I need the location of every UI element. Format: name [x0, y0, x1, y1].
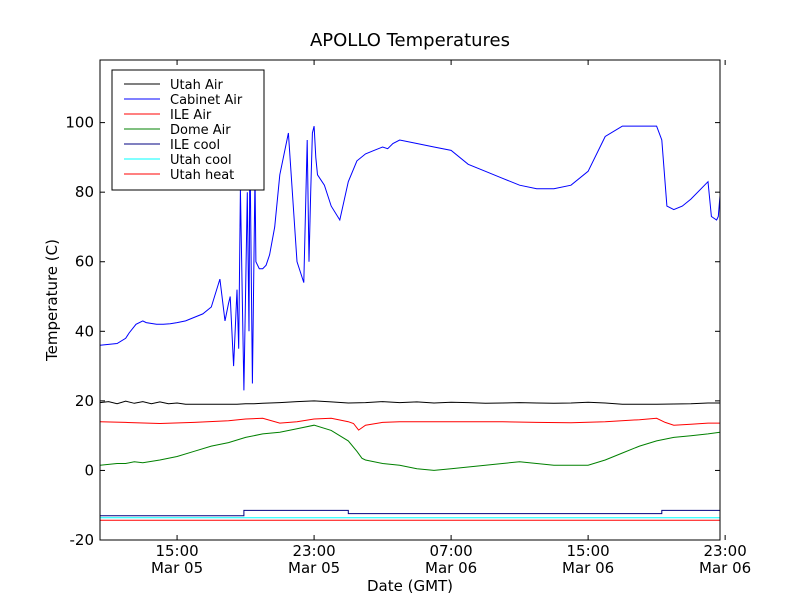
plot-area	[100, 125, 720, 521]
legend-label-dome-air: Dome Air	[170, 123, 231, 138]
y-tick-label: 0	[84, 461, 94, 479]
legend-label-ile-cool: ILE cool	[170, 138, 220, 153]
x-tick-time-label: 07:00	[429, 542, 472, 560]
legend-label-utah-cool: Utah cool	[170, 153, 232, 168]
plot-frame	[99, 59, 721, 541]
legend-box	[111, 69, 265, 191]
x-tick-date-label: Mar 05	[288, 559, 340, 577]
chart-title: APOLLO Temperatures	[310, 30, 510, 51]
legend-label-utah-heat: Utah heat	[170, 168, 234, 183]
x-tick-time-label: 23:00	[292, 542, 335, 560]
x-tick-time-label: 15:00	[155, 542, 198, 560]
legend-label-utah-air: Utah Air	[170, 78, 223, 93]
series-line-ile-air	[100, 417, 720, 431]
y-tick-label: -20	[70, 531, 95, 549]
legend-label-cabinet-air: Cabinet Air	[170, 93, 243, 108]
x-axis-label: Date (GMT)	[367, 577, 453, 595]
y-axis-label: Temperature (C)	[43, 239, 61, 362]
series-line-utah-air	[100, 400, 720, 405]
x-tick-date-label: Mar 06	[425, 559, 477, 577]
x-tick-date-label: Mar 06	[562, 559, 614, 577]
series-line-cabinet-air	[100, 125, 720, 391]
x-tick-time-label: 23:00	[704, 542, 747, 560]
legend-label-ile-air: ILE Air	[170, 108, 212, 123]
y-tick-label: 60	[75, 253, 94, 271]
series-line-ile-cool	[100, 509, 720, 517]
x-tick-date-label: Mar 06	[699, 559, 751, 577]
series-line-dome-air	[100, 424, 720, 471]
y-tick-label: 100	[65, 114, 94, 132]
y-tick-label: 80	[75, 183, 94, 201]
y-tick-label: 20	[75, 392, 94, 410]
x-tick-time-label: 15:00	[567, 542, 610, 560]
x-tick-date-label: Mar 05	[151, 559, 203, 577]
y-tick-label: 40	[75, 322, 94, 340]
